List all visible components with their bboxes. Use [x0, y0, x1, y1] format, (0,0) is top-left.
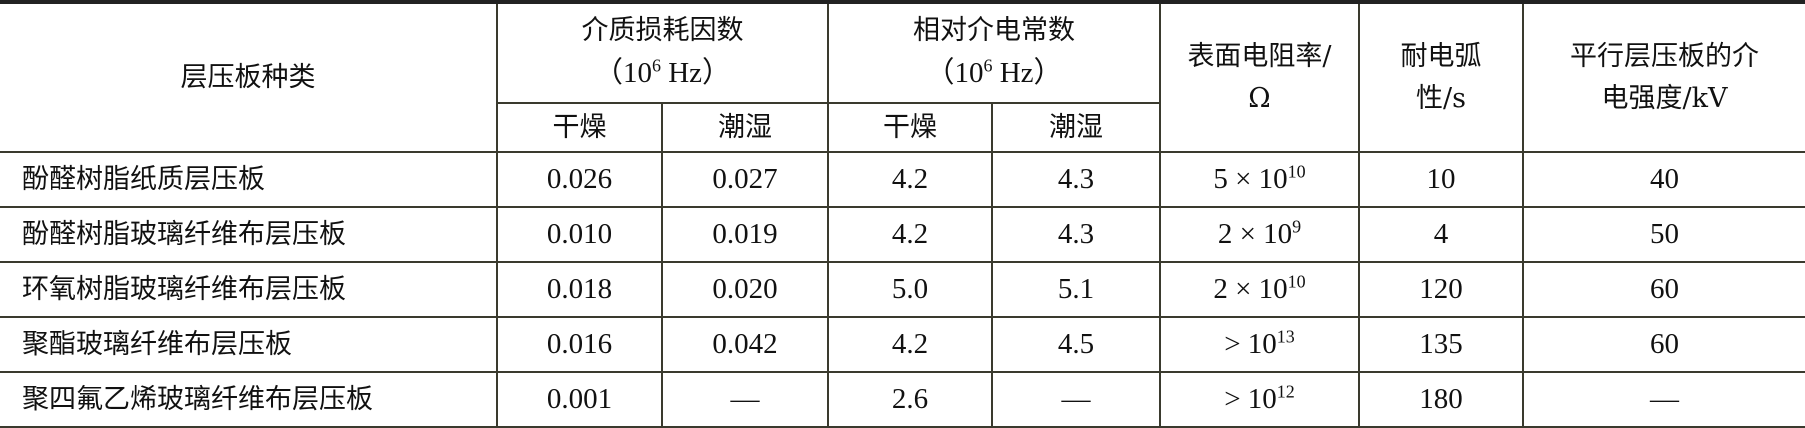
- dielectric-strength-cell: 50: [1522, 206, 1805, 263]
- loss-dry-cell: 0.001: [496, 371, 663, 428]
- dielectric-strength-cell: 40: [1522, 151, 1805, 208]
- perm-dry-cell: 4.2: [827, 316, 993, 373]
- header-row: 层压板种类 介质损耗因数 （106 Hz） 相对介电常数 （106 Hz） 表面…: [0, 0, 1805, 153]
- loss-dry-cell: 0.016: [496, 316, 663, 373]
- resistivity-cell: 2 × 109: [1159, 206, 1360, 263]
- loss-dry-cell: 0.026: [496, 151, 663, 208]
- perm-wet-cell: —: [991, 371, 1161, 428]
- loss-wet-cell: 0.019: [661, 206, 829, 263]
- header-strength: 平行层压板的介电强度/kV: [1522, 0, 1805, 153]
- perm-wet-cell: 5.1: [991, 261, 1161, 318]
- row-name-cell: 聚酯玻璃纤维布层压板: [0, 316, 498, 373]
- perm-wet-cell: 4.3: [991, 206, 1161, 263]
- header-resistivity: 表面电阻率/Ω: [1159, 0, 1360, 153]
- loss-factor-unit: （106 Hz）: [593, 55, 732, 90]
- table-row: 聚酯玻璃纤维布层压板 0.016 0.042 4.2 4.5 > 1013 135 60: [0, 316, 1805, 373]
- dielectric-strength-cell: —: [1522, 371, 1805, 428]
- row-name-cell: 环氧树脂玻璃纤维布层压板: [0, 261, 498, 318]
- row-name-cell: 聚四氟乙烯玻璃纤维布层压板: [0, 371, 498, 428]
- arc-resistance-cell: 4: [1358, 206, 1524, 263]
- header-type: 层压板种类: [0, 0, 498, 153]
- header-loss-factor: 介质损耗因数 （106 Hz）: [496, 0, 829, 104]
- loss-wet-cell: 0.020: [661, 261, 829, 318]
- loss-dry-cell: 0.018: [496, 261, 663, 318]
- arc-resistance-cell: 180: [1358, 371, 1524, 428]
- resistivity-cell: > 1013: [1159, 316, 1360, 373]
- resistivity-cell: 5 × 1010: [1159, 151, 1360, 208]
- resistivity-cell: > 1012: [1159, 371, 1360, 428]
- perm-wet-cell: 4.5: [991, 316, 1161, 373]
- loss-wet-cell: 0.027: [661, 151, 829, 208]
- header-perm-wet: 潮湿: [991, 102, 1160, 153]
- arc-resistance-cell: 135: [1358, 316, 1524, 373]
- arc-resistance-cell: 120: [1358, 261, 1524, 318]
- perm-dry-cell: 4.2: [827, 206, 993, 263]
- resistivity-cell: 2 × 1010: [1159, 261, 1360, 318]
- table-row: 酚醛树脂纸质层压板 0.026 0.027 4.2 4.3 5 × 1010 10 40: [0, 151, 1805, 208]
- table-row: 聚四氟乙烯玻璃纤维布层压板 0.001—2.6— > 1012 180—: [0, 371, 1805, 428]
- loss-dry-cell: 0.010: [496, 206, 663, 263]
- perm-dry-cell: 5.0: [827, 261, 993, 318]
- header-perm-dry: 干燥: [827, 102, 993, 153]
- table-row: 环氧树脂玻璃纤维布层压板 0.018 0.020 5.0 5.1 2 × 1010 120 6…: [0, 261, 1805, 318]
- permittivity-unit: （106 Hz）: [925, 55, 1063, 90]
- arc-resistance-cell: 10: [1358, 151, 1524, 208]
- dielectric-strength-cell: 60: [1522, 261, 1805, 318]
- row-name-cell: 酚醛树脂玻璃纤维布层压板: [0, 206, 498, 263]
- row-name-cell: 酚醛树脂纸质层压板: [0, 151, 498, 208]
- table-row: 酚醛树脂玻璃纤维布层压板 0.010 0.019 4.2 4.3 2 × 109 4 50: [0, 206, 1805, 263]
- dielectric-strength-cell: 60: [1522, 316, 1805, 373]
- header-permittivity: 相对介电常数 （106 Hz）: [827, 0, 1161, 104]
- header-loss-dry: 干燥: [497, 102, 663, 153]
- header-arc: 耐电弧性/s: [1358, 0, 1524, 153]
- loss-wet-cell: 0.042: [661, 316, 829, 373]
- loss-wet-cell: —: [661, 371, 829, 428]
- perm-dry-cell: 2.6: [827, 371, 993, 428]
- header-loss-wet: 潮湿: [661, 102, 829, 153]
- perm-dry-cell: 4.2: [827, 151, 993, 208]
- subheader-row: 干燥 潮湿 干燥 潮湿: [0, 102, 1805, 153]
- perm-wet-cell: 4.3: [991, 151, 1161, 208]
